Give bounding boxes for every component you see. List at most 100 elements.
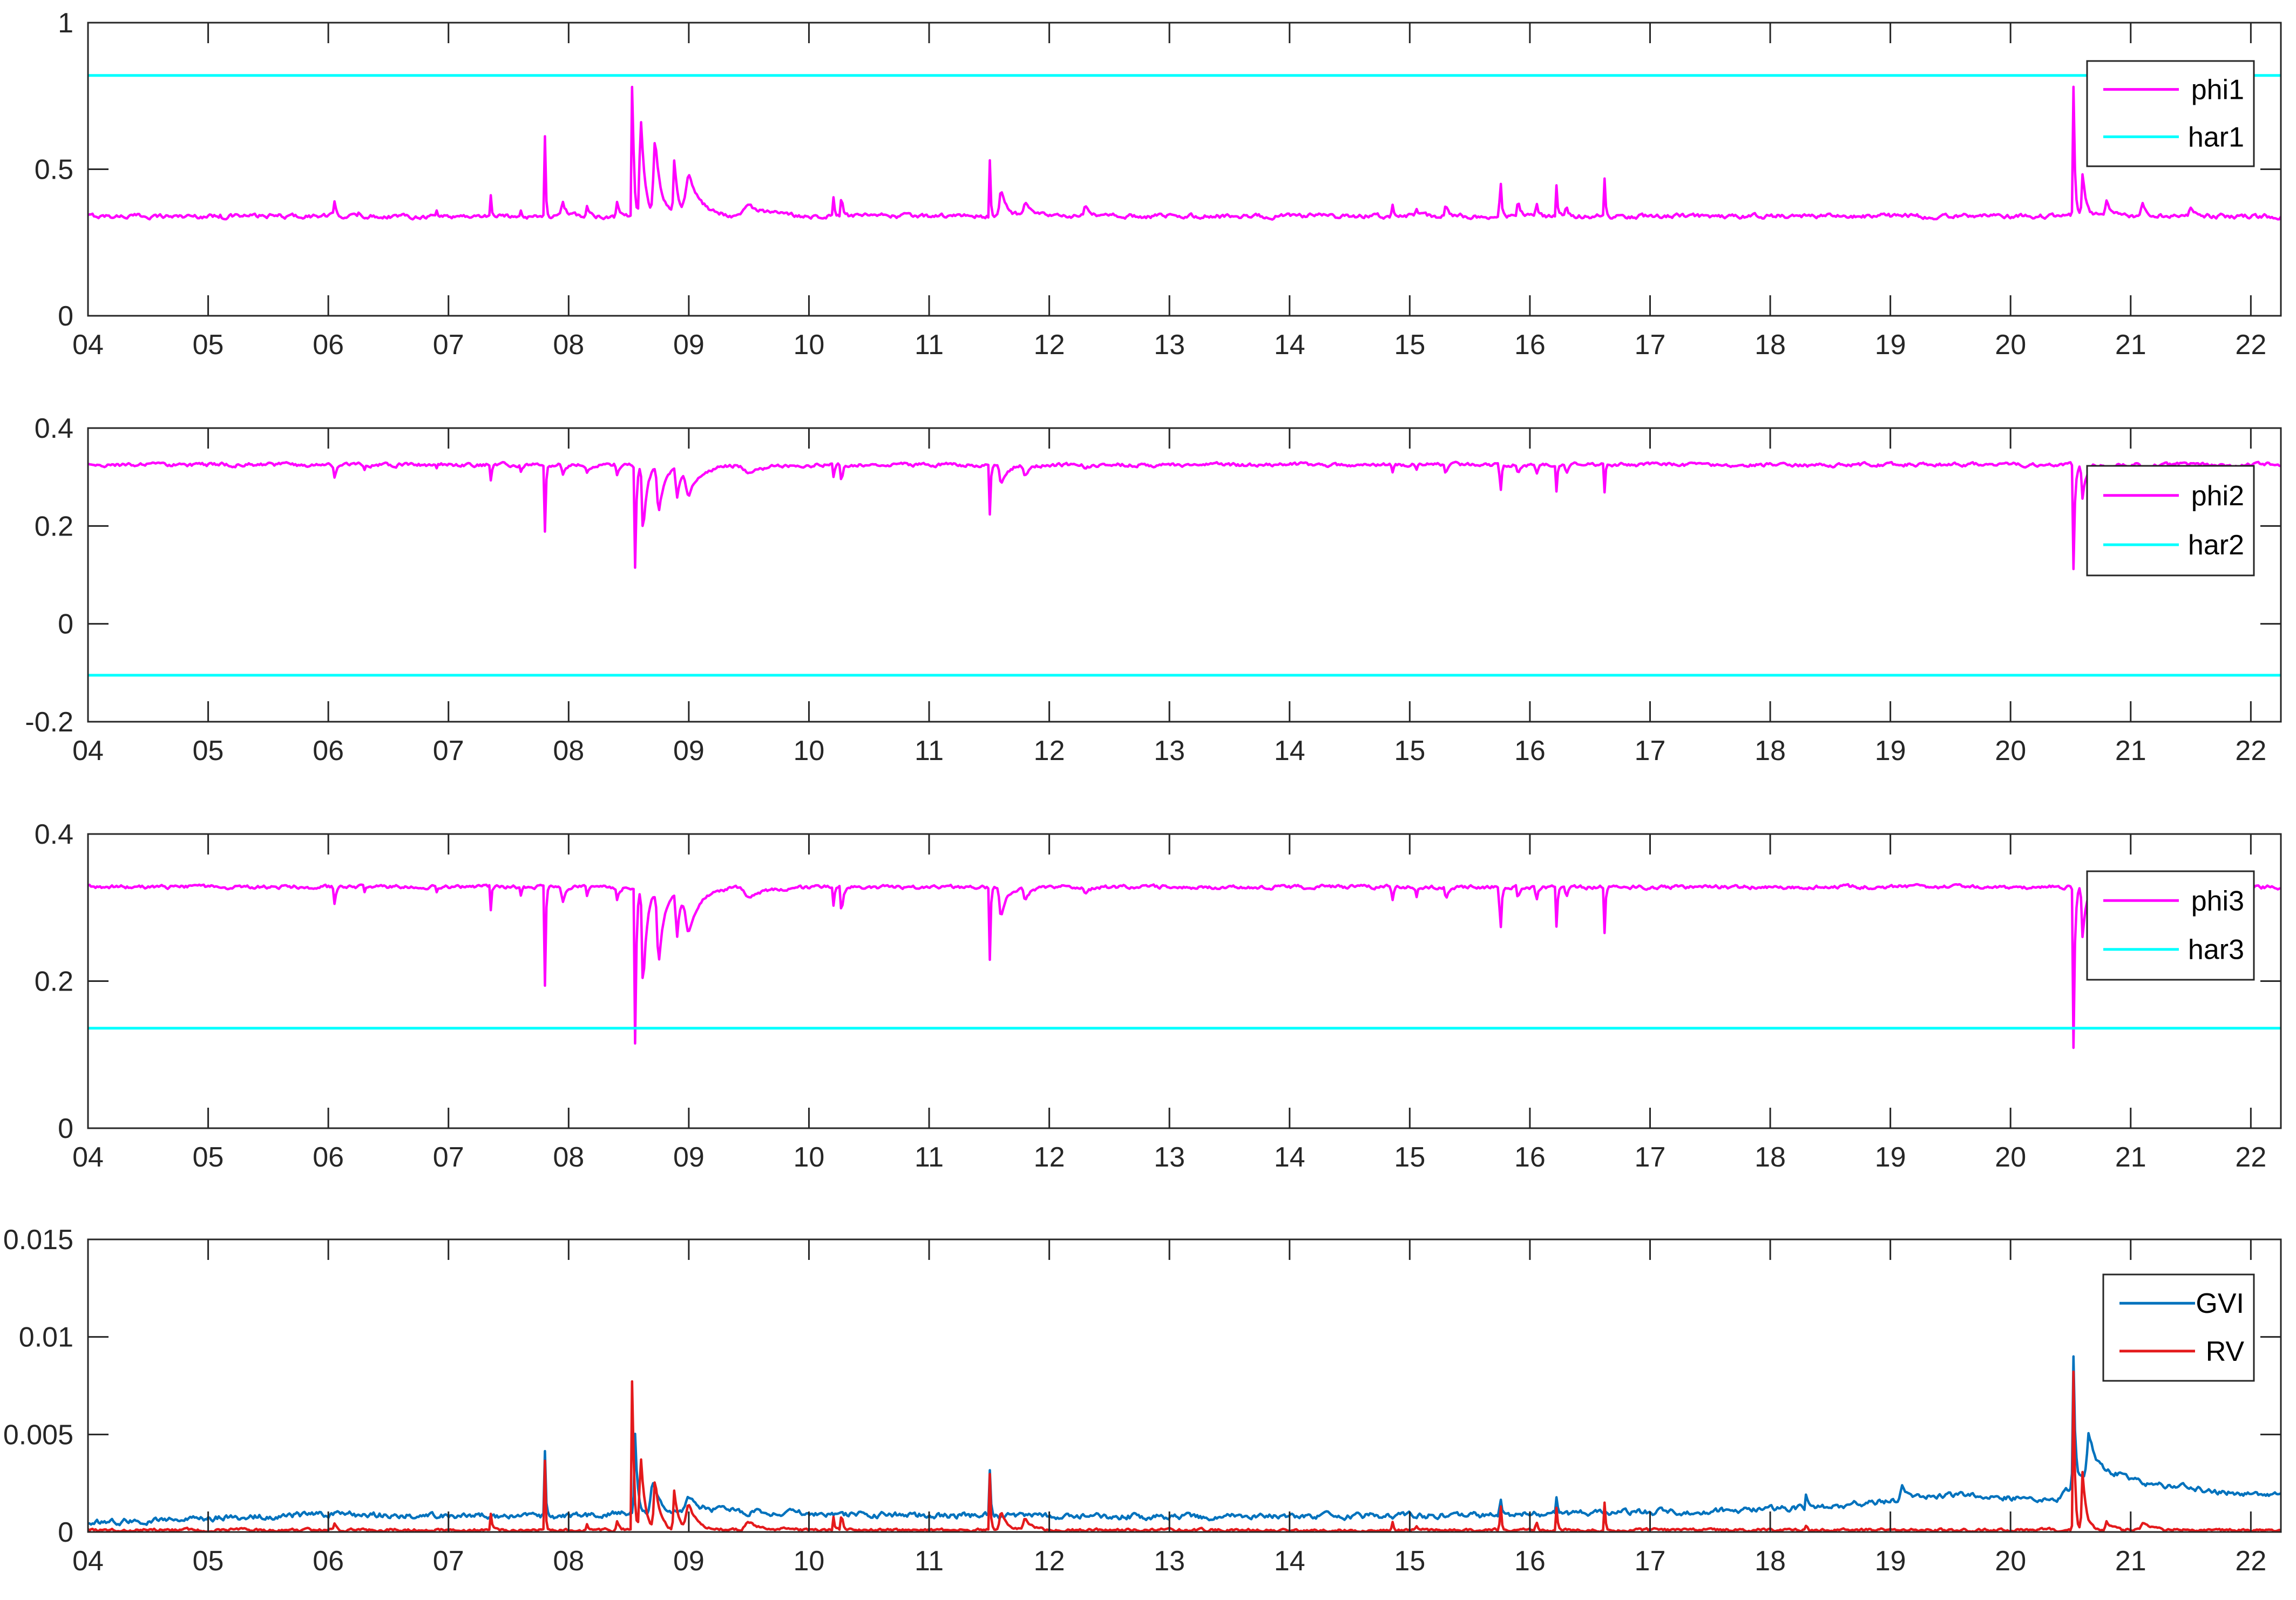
panel-4: 04 05 06 07 08 09 10 11 12 13 14 15 16 17 18 19 20 21 22 0 0…: [3, 1224, 2282, 1577]
x-tick-label: 08: [553, 1142, 584, 1173]
x-tick-label: 20: [1995, 735, 2026, 767]
y-tick-label: 0.4: [35, 819, 73, 850]
y-tick-label: 0.01: [19, 1322, 73, 1353]
x-tick-label: 14: [1274, 329, 1305, 361]
y-tick-label: 0.005: [3, 1419, 73, 1450]
panel-1: 04 05 06 07 08 09 10 11 12 13 14 15 16 17 18 19 20 21 22 0 0…: [35, 8, 2282, 361]
x-tick-label: 12: [1034, 1142, 1065, 1173]
x-tick-label: 09: [673, 735, 705, 767]
legend-box: [2086, 60, 2255, 167]
x-tick-label: 15: [1394, 735, 1425, 767]
legend-box: [2086, 465, 2255, 577]
x-tick-label: 16: [1514, 1545, 1546, 1577]
x-tick-label: 16: [1514, 329, 1546, 361]
axes-box: [87, 427, 2282, 723]
y-tick-label: 0: [58, 1517, 73, 1548]
x-tick-label: 05: [193, 735, 224, 767]
x-tick-label: 19: [1875, 735, 1906, 767]
x-tick-label: 21: [2115, 1142, 2146, 1173]
legend-label-phi2: phi2: [2191, 480, 2244, 512]
panel-3: 04 05 06 07 08 09 10 11 12 13 14 15 16 17 18 19 20 21 22 0 0…: [35, 819, 2282, 1173]
y-tick-label: 0.5: [35, 154, 73, 186]
x-tick-label: 20: [1995, 329, 2026, 361]
x-tick-label: 06: [313, 735, 344, 767]
legend-label-phi1: phi1: [2191, 74, 2244, 106]
legend-label-rv: RV: [2206, 1336, 2245, 1367]
panel-2: 04 05 06 07 08 09 10 11 12 13 14 15 16 17 18 19 20 21 22 -0…: [25, 413, 2282, 767]
x-tick-label: 10: [794, 735, 825, 767]
x-tick-label: 04: [72, 1142, 104, 1173]
legend-label-har1: har1: [2188, 121, 2244, 153]
x-tick-label: 20: [1995, 1142, 2026, 1173]
y-tick-label: 1: [58, 8, 73, 39]
series-rv-line: [88, 1370, 2281, 1532]
x-tick-label: 16: [1514, 1142, 1546, 1173]
x-tick-label: 15: [1394, 329, 1425, 361]
x-tick-label: 05: [193, 1142, 224, 1173]
x-tick-label: 06: [313, 1545, 344, 1577]
x-tick-label: 18: [1755, 329, 1786, 361]
x-tick-label: 18: [1755, 1142, 1786, 1173]
x-tick-label: 20: [1995, 1545, 2026, 1577]
x-tick-label: 11: [915, 329, 944, 361]
x-tick-label: 08: [553, 1545, 584, 1577]
series-phi2-line: [88, 460, 2281, 571]
x-tick-label: 21: [2115, 1545, 2146, 1577]
x-tick-label: 12: [1034, 1545, 1065, 1577]
x-tick-label: 08: [553, 329, 584, 361]
x-tick-label: 18: [1755, 735, 1786, 767]
series-phi3-line: [88, 883, 2281, 1049]
legend-box: [2086, 870, 2255, 981]
legend-label-har3: har3: [2188, 934, 2244, 966]
x-tick-label: 21: [2115, 329, 2146, 361]
legend-label-har2: har2: [2188, 530, 2244, 561]
x-tick-label: 17: [1635, 735, 1666, 767]
x-tick-label: 19: [1875, 329, 1906, 361]
x-tick-label: 15: [1394, 1142, 1425, 1173]
x-tick-label: 11: [915, 735, 944, 767]
y-tick-label: 0.015: [3, 1224, 73, 1256]
x-tick-label: 21: [2115, 735, 2146, 767]
x-tick-label: 16: [1514, 735, 1546, 767]
x-tick-label: 10: [794, 1545, 825, 1577]
x-tick-label: 13: [1154, 1545, 1185, 1577]
y-tick-label: 0: [58, 301, 73, 332]
x-tick-label: 05: [193, 329, 224, 361]
x-tick-label: 22: [2235, 1142, 2266, 1173]
x-tick-label: 07: [433, 1545, 464, 1577]
x-tick-label: 07: [433, 329, 464, 361]
x-tick-label: 07: [433, 1142, 464, 1173]
x-tick-label: 10: [794, 329, 825, 361]
x-tick-label: 13: [1154, 1142, 1185, 1173]
x-tick-label: 06: [313, 329, 344, 361]
x-tick-label: 22: [2235, 1545, 2266, 1577]
x-tick-label: 11: [915, 1545, 944, 1577]
x-tick-label: 05: [193, 1545, 224, 1577]
legend-label-phi3: phi3: [2191, 885, 2244, 917]
y-tick-label: 0: [58, 609, 73, 640]
x-tick-label: 19: [1875, 1545, 1906, 1577]
x-tick-label: 08: [553, 735, 584, 767]
x-tick-label: 07: [433, 735, 464, 767]
x-tick-label: 09: [673, 1142, 705, 1173]
x-tick-label: 09: [673, 329, 705, 361]
x-tick-label: 12: [1034, 329, 1065, 361]
x-tick-label: 12: [1034, 735, 1065, 767]
x-tick-label: 13: [1154, 329, 1185, 361]
x-tick-label: 17: [1635, 1142, 1666, 1173]
y-tick-label: -0.2: [25, 707, 73, 738]
y-tick-label: 0.2: [35, 966, 73, 998]
x-tick-label: 10: [794, 1142, 825, 1173]
series-gvi-line: [88, 1355, 2281, 1527]
axes-box: [87, 1238, 2282, 1533]
x-tick-label: 14: [1274, 1545, 1305, 1577]
legend-label-gvi: GVI: [2196, 1288, 2244, 1319]
x-tick-label: 04: [72, 735, 104, 767]
legend-box: [2102, 1273, 2255, 1382]
x-tick-label: 04: [72, 1545, 104, 1577]
x-tick-label: 15: [1394, 1545, 1425, 1577]
x-tick-label: 14: [1274, 735, 1305, 767]
x-tick-label: 04: [72, 329, 104, 361]
